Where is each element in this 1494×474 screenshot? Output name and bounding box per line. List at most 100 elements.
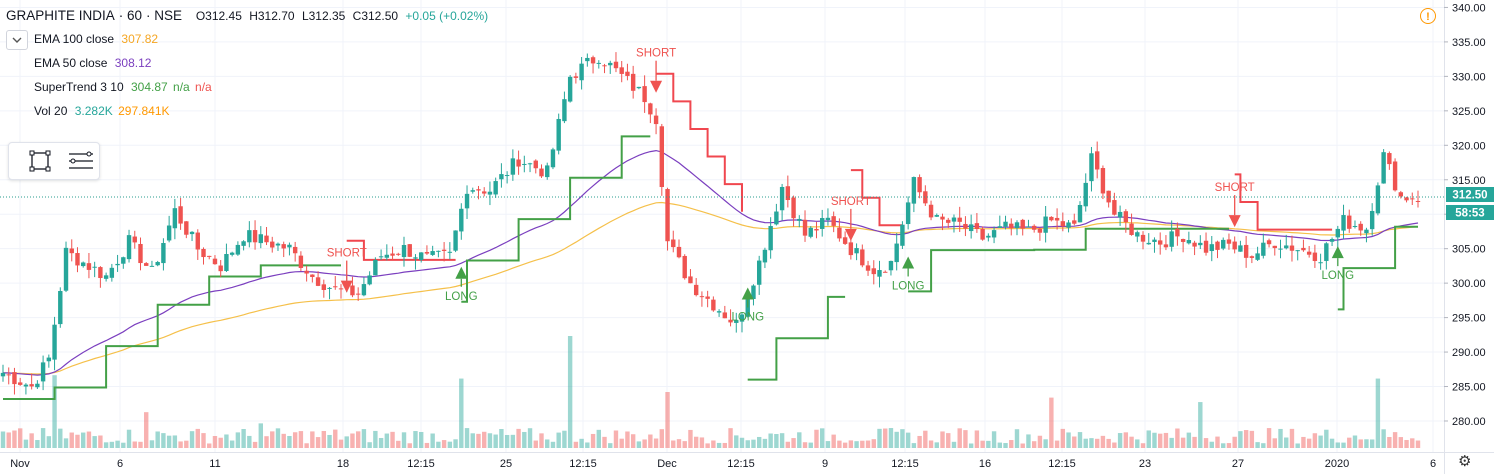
volume-bar xyxy=(602,436,607,448)
volume-bar xyxy=(923,430,928,448)
lines-tool-button[interactable] xyxy=(67,149,93,173)
collapse-legend-button[interactable] xyxy=(6,30,28,50)
volume-bar xyxy=(1158,433,1163,448)
candle-body xyxy=(1066,222,1071,228)
candle-body xyxy=(81,262,86,267)
volume-bar xyxy=(716,442,722,448)
countdown-badge xyxy=(1446,205,1494,220)
volume-bar xyxy=(963,430,968,448)
volume-bar xyxy=(292,432,298,448)
volume-bar xyxy=(928,440,934,448)
volume-bar xyxy=(854,441,859,448)
volume-bar xyxy=(756,436,762,448)
candle-body xyxy=(1284,245,1289,249)
candle-body xyxy=(1140,234,1146,242)
volume-bar xyxy=(441,440,447,448)
indicator-ema50[interactable]: EMA 50 close 308.12 xyxy=(34,56,151,70)
volume-bar xyxy=(12,430,17,448)
candle-body xyxy=(1192,242,1197,247)
candle-body xyxy=(997,226,1003,228)
candle-body xyxy=(928,204,934,218)
candle-body xyxy=(1392,161,1398,191)
volume-bar xyxy=(556,432,561,448)
candle-body xyxy=(705,296,710,299)
indicator-supertrend[interactable]: SuperTrend 3 10 304.87 n/a n/a xyxy=(34,80,212,94)
candle-body xyxy=(1398,192,1404,197)
candle-body xyxy=(1221,239,1226,249)
volume-bar xyxy=(1072,436,1077,448)
price-tick-label: 340.00 xyxy=(1452,2,1486,14)
volume-bar xyxy=(378,437,384,448)
candle-body xyxy=(109,267,115,278)
volume-bar xyxy=(894,431,899,448)
alert-icon[interactable]: ! xyxy=(1420,8,1436,24)
volume-bar xyxy=(407,443,412,448)
candle-body xyxy=(1375,185,1381,214)
symbol-title[interactable]: GRAPHITE INDIA · 60 · NSE O312.45 H312.70 … xyxy=(6,8,489,23)
volume-bar xyxy=(1106,438,1111,448)
time-tick-label: 16 xyxy=(979,458,991,470)
candle-body xyxy=(1352,225,1358,228)
volume-bar xyxy=(1410,438,1415,448)
candle-body xyxy=(923,191,928,204)
volume-bar xyxy=(126,429,132,448)
volume-bar xyxy=(470,433,475,448)
candle-body xyxy=(418,252,424,261)
volume-bar xyxy=(940,431,945,448)
volume-bar xyxy=(6,432,11,448)
candle-body xyxy=(567,76,573,102)
volume-bar xyxy=(986,440,991,448)
ema-50-line xyxy=(2,149,1419,376)
volume-bar xyxy=(825,441,831,448)
candle-body xyxy=(1329,239,1335,242)
volume-bar xyxy=(968,443,974,448)
time-axis[interactable]: Nov 6 11 18 12:15 25 12:15 Dec 12:15 9 12:15 16 12:1… xyxy=(0,452,1494,471)
volume-bar xyxy=(333,429,338,448)
gear-icon[interactable]: ⚙ xyxy=(1458,453,1472,470)
candle-body xyxy=(218,265,223,272)
volume-bar xyxy=(241,428,246,448)
time-tick-label: Nov xyxy=(10,458,30,470)
indicator-volume[interactable]: Vol 20 3.282K 297.841K xyxy=(34,104,170,118)
candle-body xyxy=(825,217,831,221)
short-arrow-icon xyxy=(1228,215,1241,228)
indicator-ema100-name: EMA 100 close xyxy=(34,32,115,46)
volume-bar xyxy=(436,441,441,448)
candle-body xyxy=(1186,240,1192,244)
volume-bar xyxy=(247,435,252,448)
volume-bar xyxy=(688,429,693,448)
price-axis[interactable]: 340.00335.00330.00325.00320.00315.00310.… xyxy=(1444,0,1486,474)
candle-body xyxy=(659,126,665,188)
ema-100-line xyxy=(3,201,1419,375)
volume-bar xyxy=(883,428,888,448)
candle-body xyxy=(407,244,412,257)
candle-body xyxy=(52,324,57,360)
candle-body xyxy=(991,230,997,238)
candle-body xyxy=(756,260,762,285)
volume-bar xyxy=(1335,442,1340,448)
candle-body xyxy=(69,248,74,254)
candle-body xyxy=(688,276,693,284)
candle-body xyxy=(1369,210,1375,230)
time-tick-label: 12:15 xyxy=(407,458,435,470)
volume-bar xyxy=(1404,439,1409,448)
candle-body xyxy=(1129,223,1134,235)
candle-body xyxy=(986,235,991,238)
candle-body xyxy=(1341,215,1346,231)
volume-bar xyxy=(355,431,361,448)
long-signal-label: LONG xyxy=(731,311,764,323)
candle-body xyxy=(963,223,968,229)
price-tick-label: 300.00 xyxy=(1452,278,1486,290)
volume-bar xyxy=(585,442,590,448)
volume-bar xyxy=(1129,436,1134,448)
candle-body xyxy=(476,189,481,191)
candle-body xyxy=(883,271,888,273)
volume-bar xyxy=(1146,430,1151,448)
candle-body xyxy=(207,255,212,257)
rectangle-tool-button[interactable] xyxy=(27,149,53,173)
candle-body xyxy=(888,260,894,271)
candle-body xyxy=(739,314,745,322)
close-value: C312.50 xyxy=(352,9,399,23)
indicator-ema100[interactable]: EMA 100 close 307.82 xyxy=(34,32,158,46)
